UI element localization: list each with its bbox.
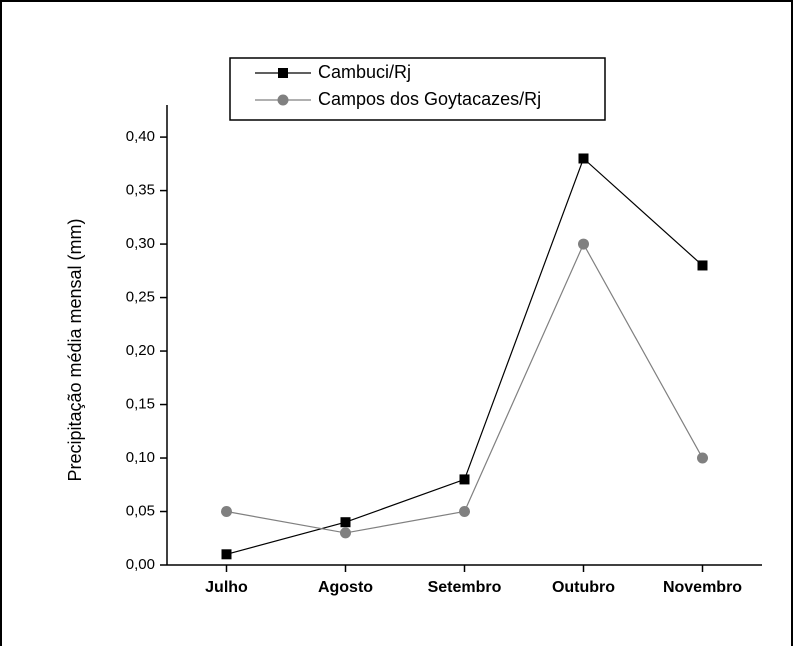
x-tick-label: Outubro (552, 579, 615, 596)
x-tick-label: Julho (205, 579, 248, 596)
y-tick-label: 0,10 (126, 449, 155, 466)
y-tick-label: 0,00 (126, 556, 155, 573)
y-tick-label: 0,05 (126, 502, 155, 519)
point (459, 506, 470, 518)
legend-marker (277, 94, 289, 106)
y-axis-label: Precipitação média mensal (mm) (65, 218, 85, 481)
x-tick-label: Setembro (428, 579, 502, 596)
legend-marker (278, 68, 288, 78)
y-tick-label: 0,20 (126, 342, 155, 359)
series-line (226, 157, 703, 555)
point (340, 527, 351, 539)
y-tick-label: 0,15 (126, 396, 155, 413)
point (221, 549, 232, 560)
legend-label: Cambuci/Rj (318, 62, 411, 82)
series-line (226, 242, 704, 534)
point (697, 260, 708, 271)
y-tick-label: 0,25 (126, 289, 155, 306)
y-tick-label: 0,35 (126, 182, 155, 199)
x-tick-label: Novembro (663, 579, 742, 596)
point (697, 452, 708, 464)
y-tick-label: 0,40 (126, 128, 155, 145)
point (340, 517, 351, 528)
point (221, 506, 232, 518)
point (459, 474, 470, 485)
y-tick-label: 0,30 (126, 235, 155, 252)
point (578, 153, 589, 164)
point (578, 238, 589, 250)
legend-label: Campos dos Goytacazes/Rj (318, 89, 541, 109)
legend-box (229, 57, 606, 121)
x-tick-label: Agosto (318, 579, 373, 596)
